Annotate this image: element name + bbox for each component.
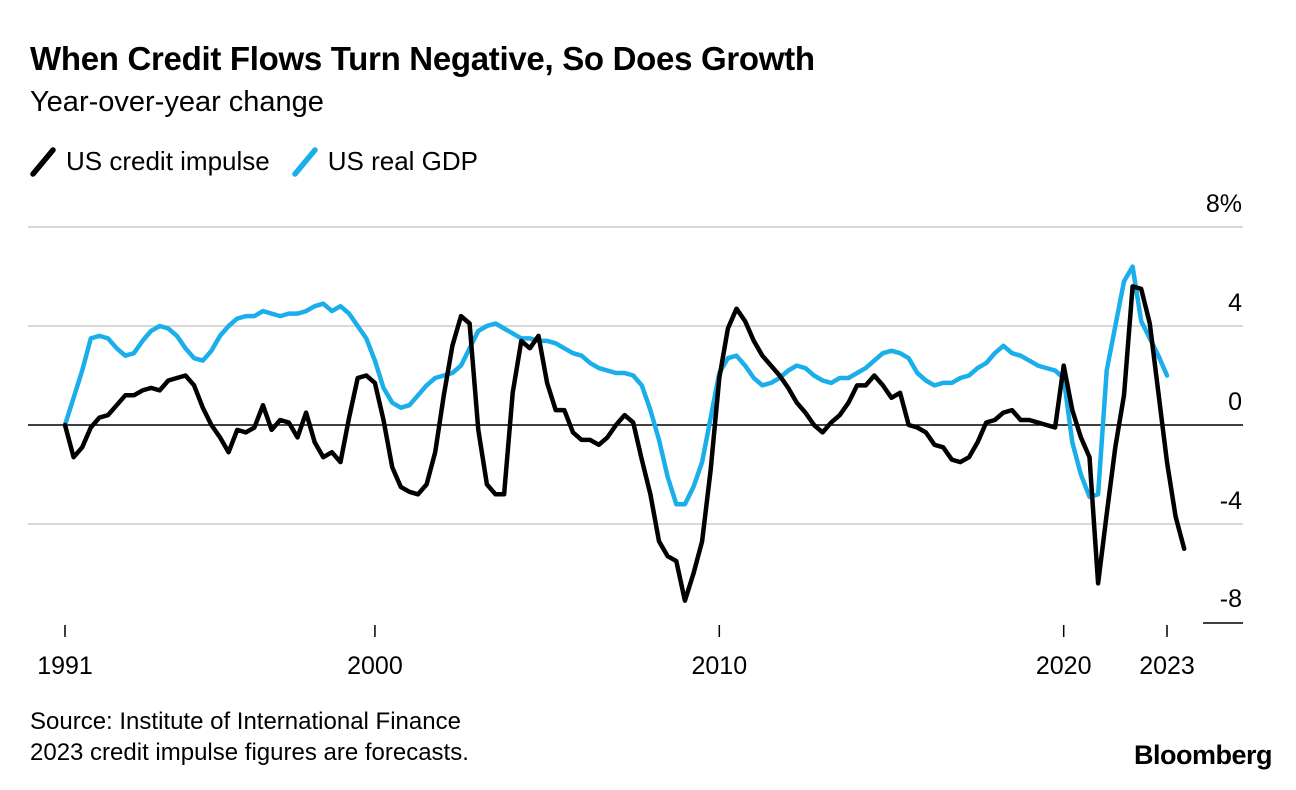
bloomberg-logo: Bloomberg [1133,740,1273,770]
series-lines [62,264,1187,603]
x-tick-label: 2023 [1139,652,1195,680]
x-tick-label: 1991 [37,652,93,680]
chart-subtitle: Year-over-year change [30,86,324,118]
y-tick-label: 8% [1206,190,1242,218]
series-line-credit-impulse [62,284,1187,603]
series-line-real-gdp [62,264,1170,507]
x-tick-label: 2000 [347,652,403,680]
x-tick-label: 2020 [1036,652,1092,680]
chart-source: Source: Institute of International Finan… [30,706,469,768]
chart-title: When Credit Flows Turn Negative, So Does… [30,40,815,77]
legend-label-credit-impulse: US credit impulse [66,146,270,176]
y-tick-label: -8 [1220,585,1242,613]
chart-legend: US credit impulse US real GDP [30,146,500,177]
legend-item-credit-impulse: US credit impulse [30,146,270,177]
line-chart: 8% 4 0 -4 -8 1991 2000 2010 2020 2023 [28,190,1243,680]
y-tick-label: -4 [1220,487,1242,515]
legend-label-real-gdp: US real GDP [327,146,478,176]
legend-swatch-real-gdp [291,146,318,177]
y-tick-label: 4 [1228,289,1242,317]
y-tick-label: 0 [1228,388,1242,416]
axes: 8% 4 0 -4 -8 1991 2000 2010 2020 2023 [37,190,1242,680]
x-tick-label: 2010 [692,652,748,680]
legend-swatch-credit-impulse [30,146,56,177]
legend-item-real-gdp: US real GDP [291,146,478,177]
source-text: Source: Institute of International Finan… [30,708,461,735]
forecast-note: 2023 credit impulse figures are forecast… [30,739,469,766]
